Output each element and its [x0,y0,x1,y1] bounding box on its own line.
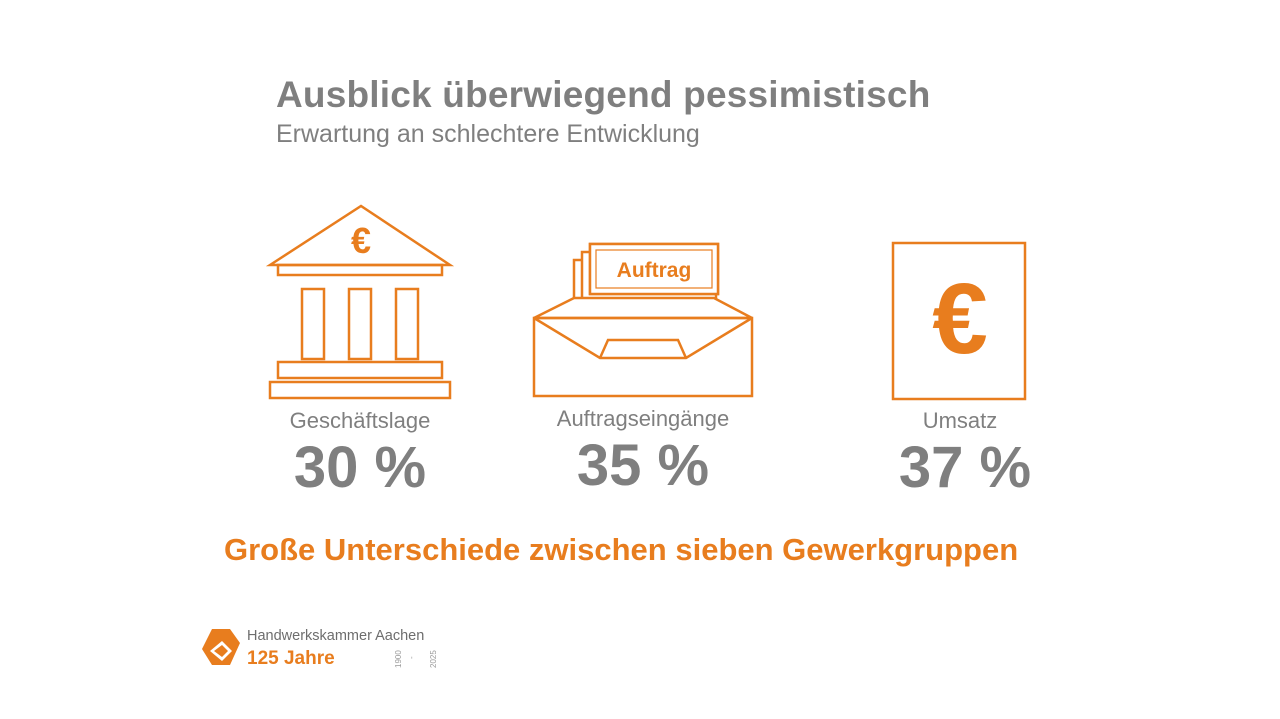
metric-value-geschaeftslage: 30 % [293,435,427,500]
metric-value-umsatz: 37 % [898,435,1032,500]
order-tray-label: Auftrag [617,259,692,282]
handwerkskammer-logo-icon [202,629,240,665]
year-separator: - [407,656,416,659]
euro-note-symbol: € [932,263,988,375]
order-tray-icon: Auftrag [532,242,754,398]
bank-euro-symbol: € [351,220,371,261]
euro-note-icon: € [891,241,1027,401]
footer-anniversary: 125 Jahre [247,648,335,669]
conclusion-text: Große Unterschiede zwischen sieben Gewer… [224,532,1019,567]
page-title: Ausblick überwiegend pessimistisch [276,74,931,115]
year-end: 2025 [429,650,438,668]
metric-value-auftragseingaenge: 35 % [576,433,710,498]
footer-years: 1900 - 2025 [394,650,438,668]
footer-org-name: Handwerkskammer Aachen [247,628,425,644]
page-subtitle: Erwartung an schlechtere Entwicklung [276,120,700,148]
year-start: 1900 [394,650,403,668]
metric-label-umsatz: Umsatz [922,408,998,433]
metric-label-geschaeftslage: Geschäftslage [289,408,431,433]
metric-label-auftragseingaenge: Auftragseingänge [556,406,730,431]
bank-euro-icon: € [266,204,455,400]
